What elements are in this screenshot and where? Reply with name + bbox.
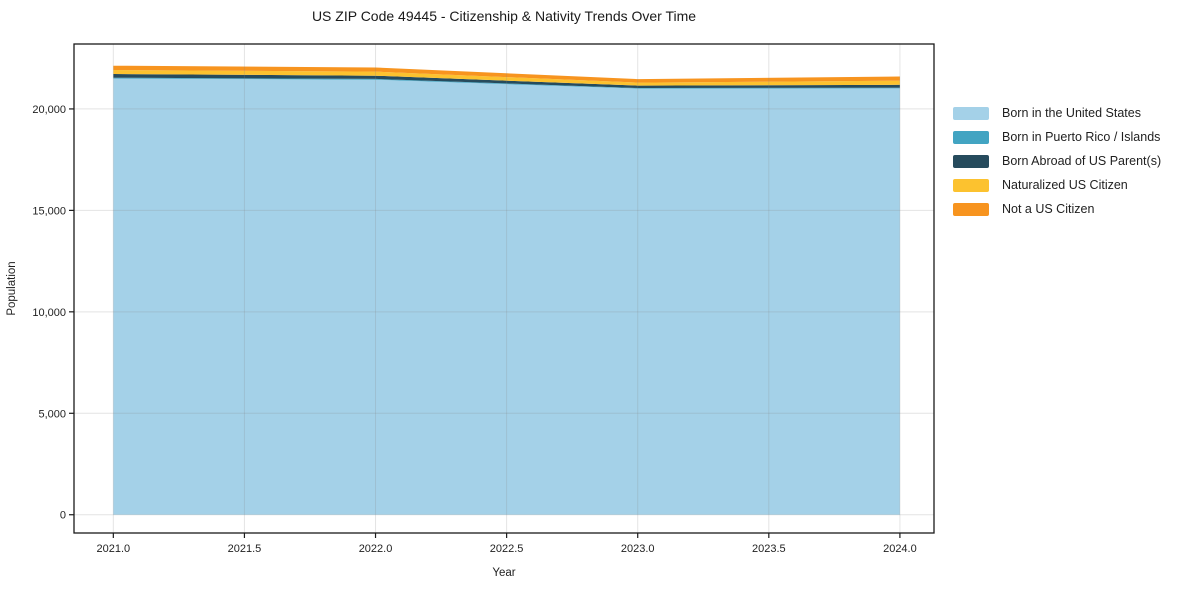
area-series-born-in-the-united-states [113, 78, 900, 515]
x-tick-label: 2021.5 [228, 543, 262, 555]
x-axis-label: Year [492, 567, 515, 579]
x-tick-label: 2024.0 [883, 543, 917, 555]
y-tick-label: 0 [60, 510, 66, 522]
area-series-not-a-us-citizen [113, 65, 900, 83]
legend-item-born-in-the-united-states: Born in the United States [953, 107, 1161, 120]
legend-item-naturalized-us-citizen: Naturalized US Citizen [953, 179, 1161, 192]
y-tick-label: 10,000 [32, 307, 66, 319]
area-series-naturalized-us-citizen [113, 70, 900, 86]
legend-label: Born Abroad of US Parent(s) [1002, 154, 1162, 169]
chart-title: US ZIP Code 49445 - Citizenship & Nativi… [311, 8, 697, 24]
legend-swatch-icon [953, 131, 989, 144]
x-tick-label: 2023.5 [752, 543, 786, 555]
x-tick-label: 2021.0 [97, 543, 131, 555]
x-tick-label: 2022.0 [359, 543, 393, 555]
y-tick-label: 20,000 [32, 104, 66, 116]
legend-item-born-in-puerto-rico-islands: Born in Puerto Rico / Islands [953, 131, 1161, 144]
legend-swatch-icon [953, 179, 989, 192]
legend-swatch-icon [953, 107, 989, 120]
area-series-born-abroad-of-us-parent-s [113, 74, 900, 88]
x-tick-label: 2023.0 [621, 543, 655, 555]
legend-label: Not a US Citizen [1002, 202, 1095, 217]
legend-label: Born in Puerto Rico / Islands [1002, 130, 1161, 145]
legend-item-not-a-us-citizen: Not a US Citizen [953, 203, 1161, 216]
legend-label: Born in the United States [1002, 106, 1141, 121]
legend-label: Naturalized US Citizen [1002, 178, 1128, 193]
y-tick-label: 5,000 [38, 408, 66, 420]
x-tick-label: 2022.5 [490, 543, 524, 555]
legend-item-born-abroad-of-us-parent-s: Born Abroad of US Parent(s) [953, 155, 1161, 168]
area-series-born-in-puerto-rico-islands [113, 77, 900, 89]
plot-frame [73, 43, 935, 534]
y-axis-label: Population [6, 261, 18, 315]
legend-swatch-icon [953, 203, 989, 216]
y-tick-label: 15,000 [32, 205, 66, 217]
legend-swatch-icon [953, 155, 989, 168]
legend: Born in the United States Born in Puerto … [953, 107, 1161, 216]
